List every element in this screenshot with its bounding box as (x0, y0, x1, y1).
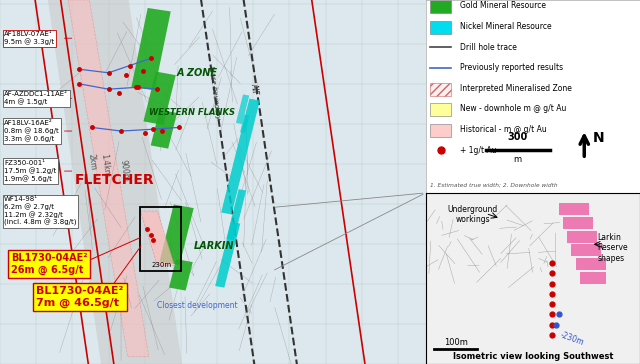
Text: WESTERN FLANKS: WESTERN FLANKS (149, 108, 235, 116)
Text: LARKIN: LARKIN (194, 241, 234, 251)
Bar (567, 230, 597, 242)
Text: WF14-98¹
6.2m @ 2.7g/t
11.2m @ 2.32g/t
(incl. 4.8m @ 3.8g/t): WF14-98¹ 6.2m @ 2.7g/t 11.2m @ 2.32g/t (… (4, 196, 77, 226)
Text: A ZONE: A ZONE (177, 68, 218, 78)
Text: AF18LV-16AE²
0.8m @ 18.6g/t
3.3m @ 0.6g/t: AF18LV-16AE² 0.8m @ 18.6g/t 3.3m @ 0.6g/… (4, 120, 59, 142)
Text: 2km: 2km (86, 153, 97, 171)
Text: 230m: 230m (151, 262, 172, 268)
Text: Drill hole trace: Drill hole trace (460, 43, 516, 52)
Text: AF18LV-07AE¹
9.5m @ 3.3g/t: AF18LV-07AE¹ 9.5m @ 3.3g/t (4, 31, 54, 45)
Polygon shape (169, 259, 193, 290)
Bar (430, 103, 451, 116)
Text: 300: 300 (508, 132, 528, 142)
Text: Previously reported results: Previously reported results (460, 63, 563, 72)
Text: Gold Mineral Resource: Gold Mineral Resource (460, 1, 546, 10)
Text: 900m: 900m (119, 159, 131, 183)
Bar (140, 207, 181, 271)
Polygon shape (221, 99, 260, 214)
Bar (580, 272, 605, 284)
Text: m: m (514, 155, 522, 164)
Polygon shape (131, 8, 171, 90)
Bar (430, 83, 451, 96)
Text: lease boundary: lease boundary (208, 65, 220, 120)
Polygon shape (215, 222, 240, 288)
Text: 1.4km: 1.4km (100, 153, 111, 178)
Text: FZ350-001¹
17.5m @1.2g/t
1.9m@ 5.6g/t: FZ350-001¹ 17.5m @1.2g/t 1.9m@ 5.6g/t (4, 160, 56, 182)
Polygon shape (140, 211, 175, 266)
Text: Isometric view looking Southwest: Isometric view looking Southwest (452, 352, 613, 361)
Polygon shape (68, 0, 149, 357)
Bar (430, 21, 451, 34)
Polygon shape (143, 72, 176, 125)
Polygon shape (150, 110, 177, 149)
Bar (572, 244, 602, 256)
Text: Historical - m @ g/t Au: Historical - m @ g/t Au (460, 125, 547, 134)
Polygon shape (227, 189, 246, 240)
Polygon shape (236, 94, 249, 124)
Polygon shape (240, 114, 250, 133)
Text: Nickel Mineral Resource: Nickel Mineral Resource (460, 22, 552, 31)
Bar (563, 217, 593, 229)
Text: Larkin
Reserve
shapes: Larkin Reserve shapes (597, 233, 628, 262)
Text: Interpreted Mineralised Zone: Interpreted Mineralised Zone (460, 84, 572, 93)
Text: Closest development: Closest development (157, 301, 238, 309)
Text: FLETCHER: FLETCHER (74, 173, 154, 187)
Bar (559, 203, 589, 215)
Bar (576, 258, 605, 270)
Text: New - downhole m @ g/t Au: New - downhole m @ g/t Au (460, 104, 566, 114)
Text: 100m: 100m (444, 338, 468, 347)
Polygon shape (47, 0, 183, 364)
Text: AIF: AIF (249, 83, 260, 96)
Text: + 1g/t Au: + 1g/t Au (460, 146, 497, 155)
Text: 1. Estimated true width; 2. Downhole width: 1. Estimated true width; 2. Downhole wid… (430, 183, 557, 188)
Text: Underground
workings: Underground workings (447, 205, 498, 224)
Text: -230m: -230m (559, 330, 585, 347)
Text: AF-AZDDC1-11AE²
4m @ 1.5g/t: AF-AZDDC1-11AE² 4m @ 1.5g/t (4, 91, 68, 105)
Bar (430, 0, 451, 13)
Text: BL1730-04AE²
7m @ 46.5g/t: BL1730-04AE² 7m @ 46.5g/t (36, 286, 124, 308)
Text: N: N (593, 131, 604, 145)
Text: BL1730-04AE²
26m @ 6.5g/t: BL1730-04AE² 26m @ 6.5g/t (11, 253, 87, 275)
Polygon shape (159, 205, 194, 265)
Bar (430, 124, 451, 137)
